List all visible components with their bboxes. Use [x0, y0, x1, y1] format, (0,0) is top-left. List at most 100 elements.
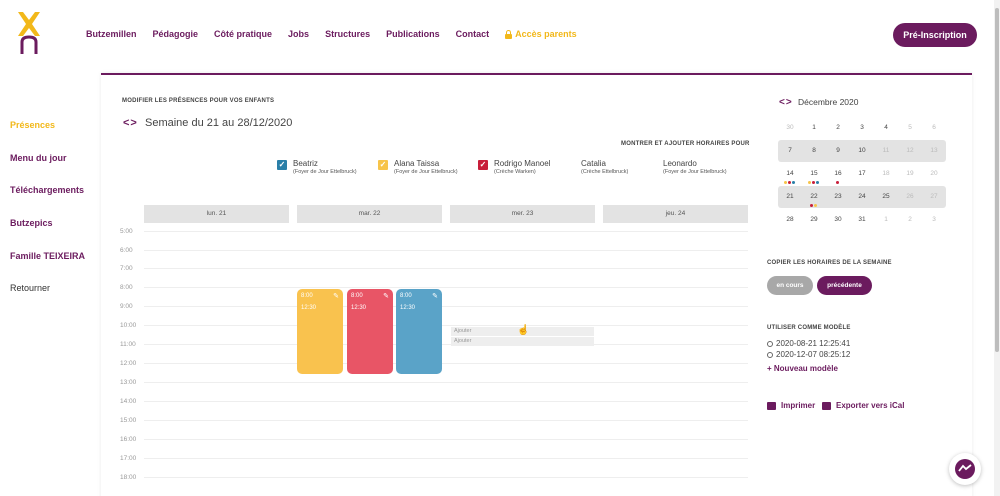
calendar-day[interactable]: 26 [906, 193, 914, 200]
sidebar-item-menu-du-jour[interactable]: Menu du jour [10, 153, 67, 163]
calendar-day[interactable]: 20 [930, 170, 938, 177]
grid-line [144, 401, 748, 402]
copy-previous-week-button[interactable]: précédente [817, 276, 872, 295]
calendar-day[interactable]: 29 [810, 216, 818, 223]
calendar-day[interactable]: 23 [834, 193, 842, 200]
presence-dot [784, 181, 787, 184]
copy-week-title: COPIER LES HORAIRES DE LA SEMAINE [767, 260, 892, 266]
edit-pencil-icon[interactable]: ✎ [333, 293, 339, 300]
model-option[interactable]: 2020-12-07 08:25:12 [767, 350, 850, 359]
calendar-day[interactable]: 27 [930, 193, 938, 200]
calendar-day[interactable]: 10 [858, 147, 866, 154]
checkbox-icon[interactable]: ✓ [478, 160, 488, 170]
calendar-day[interactable]: 7 [788, 147, 792, 154]
calendar-day[interactable]: 30 [834, 216, 842, 223]
day-header-tue: mar. 22 [297, 205, 442, 223]
model-label: 2020-12-07 08:25:12 [776, 350, 851, 359]
calendar-day[interactable]: 11 [882, 147, 890, 154]
checkbox-icon[interactable]: ✓ [277, 160, 287, 170]
checkbox-icon[interactable]: ✓ [378, 160, 388, 170]
calendar-day[interactable]: 22 [810, 193, 818, 200]
calendar-day[interactable]: 8 [812, 147, 816, 154]
calendar-day[interactable]: 9 [836, 147, 840, 154]
nav-structures[interactable]: Structures [325, 29, 371, 39]
hour-label: 6:00 [120, 247, 133, 254]
grid-line [144, 420, 748, 421]
calendar-day[interactable]: 2 [836, 124, 840, 131]
calendar-day[interactable]: 28 [786, 216, 794, 223]
presence-dot [816, 181, 819, 184]
presence-event-rodrigo[interactable]: 8:00 12:30 ✎ [347, 289, 393, 374]
hour-label: 14:00 [120, 398, 137, 405]
calendar-day[interactable]: 1 [812, 124, 816, 131]
calendar-month-title: Décembre 2020 [798, 97, 859, 107]
hour-label: 10:00 [120, 322, 137, 329]
child-name: Beatriz [293, 159, 318, 168]
sidebar-item-telechargements[interactable]: Téléchargements [10, 185, 85, 195]
presence-event-alana[interactable]: 8:00 12:30 ✎ [297, 289, 343, 374]
pre-inscription-button[interactable]: Pré-Inscription [893, 23, 977, 47]
calendar-day[interactable]: 1 [884, 216, 888, 223]
butzemillen-logo-icon[interactable] [14, 10, 44, 54]
child-place: (Foyer de Jour Ettelbruck) [394, 169, 458, 175]
calendar-day[interactable]: 3 [932, 216, 936, 223]
print-button[interactable]: Imprimer [767, 401, 815, 410]
model-option[interactable]: 2020-08-21 12:25:41 [767, 339, 850, 348]
copy-current-week-button[interactable]: en cours [767, 276, 813, 295]
sidebar-item-retourner[interactable]: Retourner [10, 283, 51, 293]
month-nav-arrows-icon[interactable]: <> [779, 97, 793, 108]
radio-icon[interactable] [767, 340, 773, 347]
radio-icon[interactable] [767, 351, 773, 358]
nav-pedagogie[interactable]: Pédagogie [152, 29, 199, 39]
calendar-day[interactable]: 12 [906, 147, 914, 154]
sidebar-item-presences[interactable]: Présences [10, 120, 56, 130]
hour-label: 9:00 [120, 303, 133, 310]
calendar-day[interactable]: 18 [882, 170, 890, 177]
hour-label: 12:00 [120, 360, 137, 367]
calendar-day[interactable]: 3 [860, 124, 864, 131]
nav-jobs[interactable]: Jobs [288, 29, 310, 39]
site-header: Butzemillen Pédagogie Côté pratique Jobs… [0, 0, 1000, 70]
calendar-day[interactable]: 19 [906, 170, 914, 177]
calendar-day[interactable]: 21 [786, 193, 794, 200]
calendar-day[interactable]: 2 [908, 216, 912, 223]
scrollbar-thumb[interactable] [995, 8, 999, 352]
edit-pencil-icon[interactable]: ✎ [432, 293, 438, 300]
add-slot-button[interactable]: Ajouter [451, 337, 594, 346]
calendar-week-highlight [778, 140, 946, 162]
nav-acces-parents[interactable]: Accès parents [505, 29, 577, 39]
presence-event-beatriz[interactable]: 8:00 12:30 ✎ [396, 289, 442, 374]
child-name: Leonardo [663, 159, 697, 168]
printer-icon [767, 401, 776, 410]
calendar-day[interactable]: 30 [786, 124, 794, 131]
calendar-day[interactable]: 17 [858, 170, 866, 177]
calendar-day[interactable]: 14 [786, 170, 794, 177]
event-end: 12:30 [351, 305, 367, 311]
nav-contact[interactable]: Contact [455, 29, 490, 39]
new-model-link[interactable]: + Nouveau modèle [767, 364, 838, 373]
calendar-day[interactable]: 16 [834, 170, 842, 177]
calendar-day[interactable]: 6 [932, 124, 936, 131]
grid-line [144, 306, 748, 307]
calendar-day[interactable]: 24 [858, 193, 866, 200]
calendar-week-selected [778, 186, 946, 208]
nav-butzemillen[interactable]: Butzemillen [86, 29, 137, 39]
show-children-label: MONTRER ET AJOUTER HORAIRES POUR [621, 141, 750, 147]
add-slot-button[interactable]: Ajouter [451, 327, 594, 336]
sidebar-item-butzepics[interactable]: Butzepics [10, 218, 53, 228]
presence-dot [812, 181, 815, 184]
calendar-day[interactable]: 31 [858, 216, 866, 223]
export-ical-button[interactable]: Exporter vers iCal [822, 401, 904, 410]
calendar-day[interactable]: 15 [810, 170, 818, 177]
edit-pencil-icon[interactable]: ✎ [383, 293, 389, 300]
calendar-day[interactable]: 13 [930, 147, 938, 154]
calendar-day[interactable]: 5 [908, 124, 912, 131]
week-nav-arrows-icon[interactable]: <> [123, 117, 138, 129]
messenger-chat-button[interactable] [949, 453, 981, 485]
nav-cote-pratique[interactable]: Côté pratique [214, 29, 273, 39]
nav-publications[interactable]: Publications [386, 29, 440, 39]
print-label: Imprimer [781, 401, 816, 410]
calendar-day[interactable]: 4 [884, 124, 888, 131]
calendar-day[interactable]: 25 [882, 193, 890, 200]
sidebar-item-famille[interactable]: Famille TEIXEIRA [10, 251, 86, 261]
